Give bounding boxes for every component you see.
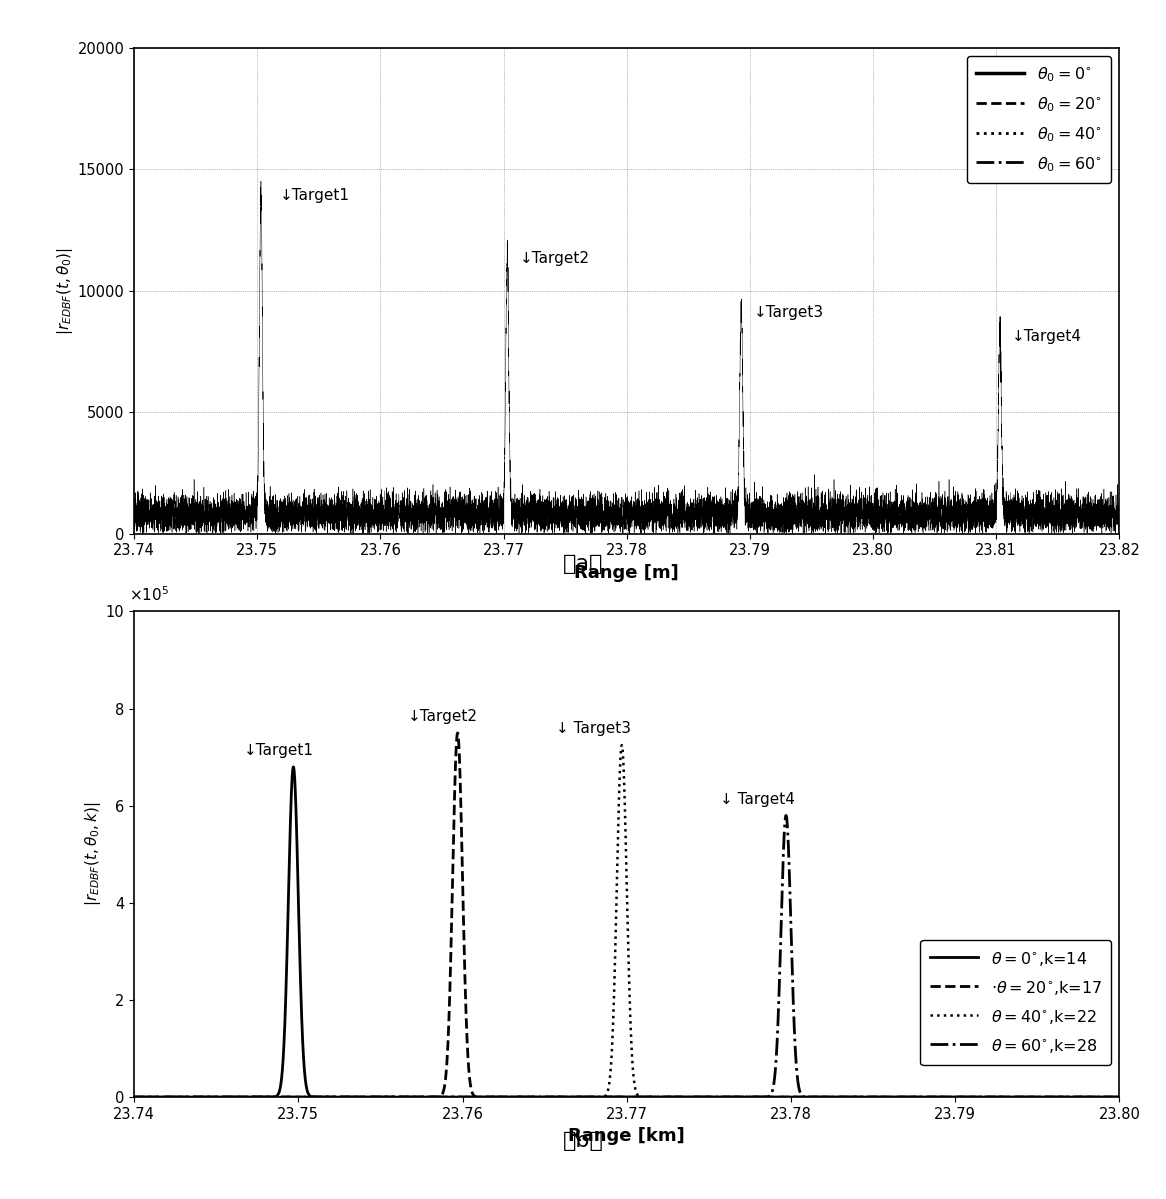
Text: ↓Target1: ↓Target1	[280, 188, 350, 204]
Text: ↓Target2: ↓Target2	[408, 709, 478, 724]
Legend: $\theta=0^{\circ}$,k=14, $\cdot \theta=20^{\circ}$,k=17, $\theta=40^{\circ}$,k=2: $\theta=0^{\circ}$,k=14, $\cdot \theta=2…	[920, 940, 1111, 1065]
Text: ↓ Target4: ↓ Target4	[721, 791, 795, 807]
Y-axis label: $|r_{EDBF}(t,\theta_0,k)|$: $|r_{EDBF}(t,\theta_0,k)|$	[83, 802, 103, 906]
Text: （a）: （a）	[563, 554, 603, 573]
X-axis label: Range [km]: Range [km]	[568, 1127, 686, 1145]
Legend: $\theta_0=0^{\circ}$, $\theta_0=20^{\circ}$, $\theta_0=40^{\circ}$, $\theta_0=60: $\theta_0=0^{\circ}$, $\theta_0=20^{\cir…	[967, 56, 1111, 183]
Text: $\times10^5$: $\times10^5$	[129, 585, 169, 604]
Text: ↓ Target3: ↓ Target3	[556, 722, 631, 736]
Text: ↓Target1: ↓Target1	[244, 743, 314, 758]
Text: ↓Target2: ↓Target2	[520, 252, 590, 266]
Text: （b）: （b）	[562, 1132, 604, 1151]
Y-axis label: $|r_{EDBF}(t,\theta_0)|$: $|r_{EDBF}(t,\theta_0)|$	[55, 247, 75, 335]
Text: ↓Target4: ↓Target4	[1012, 330, 1082, 344]
Text: ↓Target3: ↓Target3	[753, 305, 823, 320]
X-axis label: Range [m]: Range [m]	[575, 564, 679, 582]
